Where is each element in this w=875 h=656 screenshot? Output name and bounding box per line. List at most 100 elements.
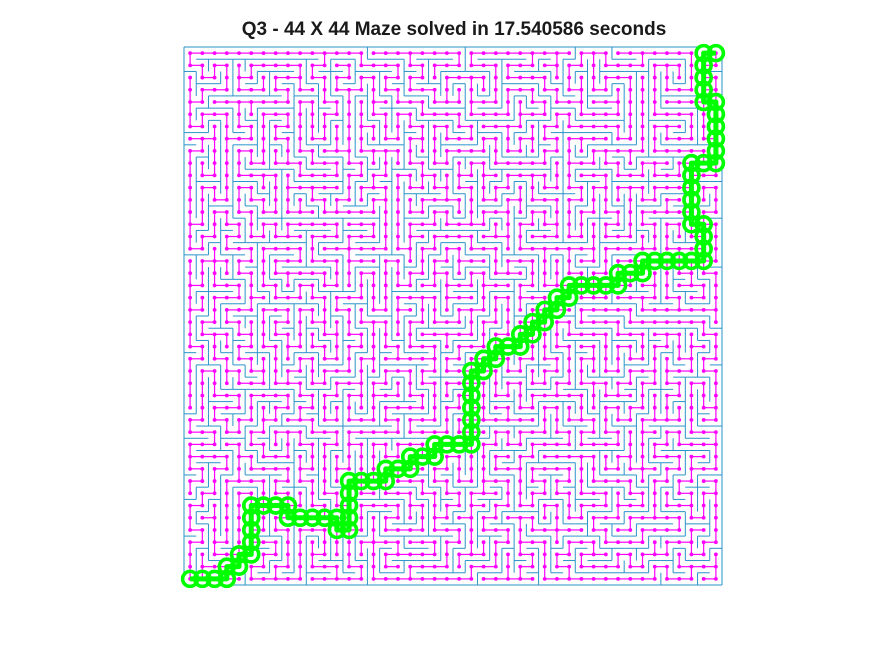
graph-node [261, 491, 266, 496]
graph-node [212, 528, 217, 532]
graph-node [249, 185, 254, 190]
graph-node [322, 369, 327, 373]
graph-node [432, 466, 437, 471]
graph-node [383, 540, 388, 545]
graph-node [444, 124, 449, 129]
graph-node [371, 173, 376, 178]
graph-node [200, 454, 205, 459]
graph-node [224, 100, 229, 104]
graph-node [396, 112, 400, 117]
graph-node [420, 552, 425, 557]
graph-node [506, 515, 510, 520]
graph-node [261, 100, 266, 104]
graph-node [383, 271, 388, 276]
graph-node [310, 295, 315, 300]
graph-node [188, 442, 193, 447]
graph-node [493, 479, 498, 483]
graph-node [432, 173, 437, 178]
graph-node [371, 197, 376, 202]
graph-node [298, 393, 303, 398]
graph-node [371, 381, 376, 386]
graph-node [481, 528, 486, 532]
graph-node [224, 234, 229, 239]
graph-node [261, 295, 266, 300]
graph-node [420, 344, 425, 349]
graph-node [212, 356, 217, 361]
graph-node [224, 405, 229, 410]
graph-node [396, 173, 400, 178]
graph-node [261, 259, 266, 263]
graph-node [273, 87, 278, 92]
graph-node [493, 112, 498, 117]
graph-node [420, 222, 425, 227]
graph-node [347, 430, 351, 435]
graph-node [334, 479, 339, 483]
graph-node [457, 136, 462, 141]
graph-node [420, 283, 425, 288]
graph-node [383, 295, 388, 300]
graph-node [396, 295, 400, 300]
graph-node [237, 418, 241, 422]
graph-node [444, 393, 449, 398]
graph-node [310, 466, 315, 471]
graph-node [188, 161, 193, 166]
graph-node [286, 466, 290, 471]
graph-node [212, 173, 217, 178]
graph-node [261, 124, 266, 129]
graph-node [359, 332, 364, 337]
graph-node [457, 466, 462, 471]
graph-node [444, 222, 449, 227]
graph-node [396, 564, 400, 569]
graph-node [444, 307, 449, 312]
graph-node [322, 100, 327, 104]
graph-node [286, 185, 290, 190]
graph-node [518, 528, 523, 532]
graph-node [481, 112, 486, 117]
graph-node [396, 576, 400, 581]
graph-node [359, 454, 364, 459]
graph-node [518, 564, 523, 569]
graph-node [334, 246, 339, 251]
graph-node [261, 356, 266, 361]
graph-node [273, 161, 278, 166]
graph-node [310, 503, 315, 508]
graph-node [237, 112, 241, 117]
graph-node [420, 381, 425, 386]
graph-node [408, 271, 413, 276]
graph-node [518, 442, 523, 447]
graph-node [432, 197, 437, 202]
graph-node [237, 369, 241, 373]
graph-node [200, 418, 205, 422]
graph-node [457, 344, 462, 349]
graph-node [408, 51, 413, 56]
graph-node [298, 466, 303, 471]
graph-node [200, 271, 205, 276]
graph-node [469, 528, 474, 532]
graph-node [273, 149, 278, 153]
graph-node [249, 430, 254, 435]
graph-node [188, 63, 193, 68]
graph-node [359, 161, 364, 166]
graph-node [261, 332, 266, 337]
graph-node [249, 393, 254, 398]
graph-node [432, 149, 437, 153]
graph-node [396, 246, 400, 251]
graph-node [224, 87, 229, 92]
graph-node [481, 197, 486, 202]
graph-node [334, 540, 339, 545]
graph-node [334, 283, 339, 288]
graph-node [493, 466, 498, 471]
graph-node [322, 332, 327, 337]
graph-node [261, 454, 266, 459]
graph-node [359, 234, 364, 239]
graph-node [493, 393, 498, 398]
graph-node [334, 576, 339, 581]
graph-node [383, 491, 388, 496]
graph-node [383, 51, 388, 56]
graph-node [298, 271, 303, 276]
graph-node [334, 491, 339, 496]
graph-node [273, 381, 278, 386]
graph-node [396, 222, 400, 227]
graph-node [188, 320, 193, 325]
